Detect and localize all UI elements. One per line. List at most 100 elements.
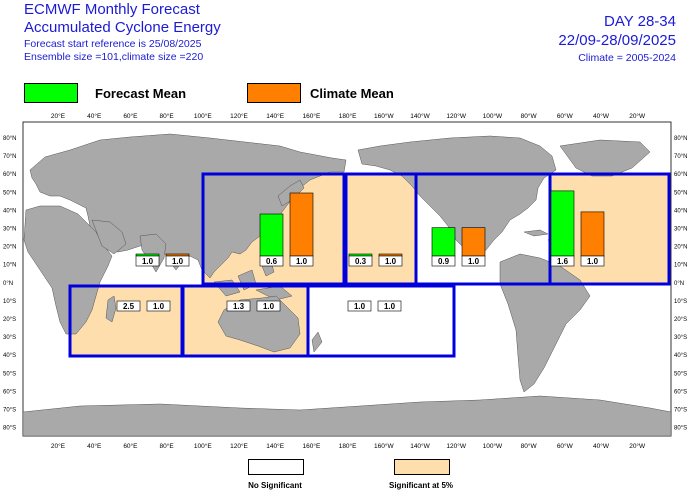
lon-tick-label: 120°E xyxy=(230,112,248,120)
lat-tick-label: 50°S xyxy=(674,371,687,377)
lon-tick-label: 20°E xyxy=(51,442,66,450)
lon-tick-label: 120°W xyxy=(446,112,466,120)
latitude-labels-right: 80°N 70°N 60°N 50°N 40°N 30°N 20°N 10°N 0°N 10°S 2… xyxy=(674,136,687,432)
forecast-value-box-south-pacific xyxy=(347,300,372,312)
lat-tick-label: 10°S xyxy=(674,299,687,305)
climate-value-box-western-north-pacific xyxy=(289,255,314,267)
climate-value-box-north-indian xyxy=(165,255,190,267)
forecast-value-box-eastern-north-pacific xyxy=(431,255,456,267)
lat-tick-label: 0°N xyxy=(3,281,13,287)
forecast-value-label-south-west-indian: 2.5 xyxy=(123,302,135,311)
climate-value-box-north-atlantic xyxy=(580,255,605,267)
lon-tick-label: 40°E xyxy=(87,112,102,120)
lon-tick-label: 140°W xyxy=(410,112,430,120)
significant-swatch xyxy=(394,459,450,475)
lon-tick-label: 120°E xyxy=(230,442,248,450)
lon-tick-label: 160°E xyxy=(303,112,321,120)
lon-tick-label: 60°E xyxy=(123,442,138,450)
lat-tick-label: 20°N xyxy=(3,245,16,251)
lon-tick-label: 80°W xyxy=(521,442,538,450)
lon-tick-label: 80°E xyxy=(160,442,175,450)
forecast-bar-eastern-north-pacific xyxy=(431,227,456,257)
climate-bar-north-indian xyxy=(165,253,190,257)
region-border-north-atlantic xyxy=(548,172,671,286)
lat-tick-label: 60°N xyxy=(674,172,687,178)
climate-value-label-western-north-pacific: 1.0 xyxy=(296,257,308,266)
lon-tick-label: 80°E xyxy=(160,112,175,120)
lat-tick-label: 60°S xyxy=(674,389,687,395)
bar-layer: 1.0 1.0 0.6 1.0 0.3 1.0 0.9 1.0 1.6 1.0 2.5 1.0 1.3 1… xyxy=(116,190,605,312)
forecast-bar-central-north-pacific xyxy=(348,253,373,257)
lat-tick-label: 70°S xyxy=(674,408,687,414)
lon-tick-label: 140°W xyxy=(410,442,430,450)
title-line-1: ECMWF Monthly Forecast xyxy=(24,1,200,18)
lat-tick-label: 60°S xyxy=(3,389,16,395)
climate-value-label-australian: 1.0 xyxy=(263,302,275,311)
climate-value-box-south-pacific xyxy=(377,300,402,312)
lat-tick-label: 0°N xyxy=(674,281,684,287)
region-borders xyxy=(68,172,671,358)
lon-tick-label: 100°W xyxy=(483,442,503,450)
lon-tick-label: 160°W xyxy=(374,112,394,120)
lat-tick-label: 70°N xyxy=(3,154,16,160)
lat-tick-label: 40°N xyxy=(674,208,687,214)
forecast-value-box-south-west-indian xyxy=(116,300,141,312)
lat-tick-label: 80°S xyxy=(674,426,687,432)
madagascar-island xyxy=(105,295,117,323)
climate-value-label-north-indian: 1.0 xyxy=(172,257,184,266)
forecast-bar-western-north-pacific xyxy=(259,213,284,257)
climate-value-label-eastern-north-pacific: 1.0 xyxy=(468,257,480,266)
lon-tick-label: 80°W xyxy=(521,112,538,120)
no-significant-swatch xyxy=(248,459,304,475)
india-landmass xyxy=(139,233,167,273)
climate-bar-western-north-pacific xyxy=(289,192,314,257)
lon-tick-label: 60°W xyxy=(557,112,574,120)
lon-tick-label: 140°E xyxy=(266,442,284,450)
lon-tick-label: 60°W xyxy=(557,442,574,450)
lat-tick-label: 50°S xyxy=(3,371,16,377)
lat-tick-label: 10°N xyxy=(3,263,16,269)
climate-mean-legend-label: Climate Mean xyxy=(310,86,394,101)
new-zealand-islands xyxy=(311,331,323,353)
lat-tick-label: 80°N xyxy=(674,136,687,142)
forecast-value-label-australian: 1.3 xyxy=(233,302,245,311)
forecast-value-label-eastern-north-pacific: 0.9 xyxy=(438,257,450,266)
climate-value-label-north-atlantic: 1.0 xyxy=(587,257,599,266)
lon-tick-label: 100°E xyxy=(194,442,212,450)
lon-tick-label: 20°W xyxy=(629,442,646,450)
lat-tick-label: 40°S xyxy=(674,353,687,359)
forecast-value-box-australian xyxy=(226,300,251,312)
lat-tick-label: 50°N xyxy=(3,190,16,196)
no-significant-label: No Significant xyxy=(248,481,302,490)
antarctica-landmass xyxy=(23,395,671,436)
lon-tick-label: 40°W xyxy=(593,442,610,450)
greenland-island xyxy=(559,139,651,177)
forecast-value-label-south-pacific: 1.0 xyxy=(354,302,366,311)
lon-tick-label: 20°W xyxy=(629,112,646,120)
climate-period: Climate = 2005-2024 xyxy=(578,52,676,64)
forecast-value-label-north-atlantic: 1.6 xyxy=(557,257,569,266)
day-range: DAY 28-34 xyxy=(604,13,676,30)
climate-mean-swatch xyxy=(247,83,301,103)
lat-tick-label: 50°N xyxy=(674,190,687,196)
north-america-landmass xyxy=(357,135,557,257)
lon-tick-label: 100°W xyxy=(483,112,503,120)
lat-tick-label: 40°S xyxy=(3,353,16,359)
climate-bar-eastern-north-pacific xyxy=(461,227,486,257)
lat-tick-label: 20°S xyxy=(3,317,16,323)
lat-tick-label: 10°N xyxy=(674,263,687,269)
lat-tick-label: 20°S xyxy=(674,317,687,323)
lon-tick-label: 40°W xyxy=(593,112,610,120)
forecast-bar-north-indian xyxy=(135,253,160,257)
lon-tick-label: 180°E xyxy=(339,112,357,120)
africa-landmass xyxy=(23,205,113,335)
lat-tick-label: 60°N xyxy=(3,172,16,178)
lon-tick-label: 140°E xyxy=(266,112,284,120)
region-fill-central-north-pacific xyxy=(346,174,416,284)
climate-value-label-central-north-pacific: 1.0 xyxy=(385,257,397,266)
forecast-value-label-western-north-pacific: 0.6 xyxy=(266,257,278,266)
forecast-value-label-central-north-pacific: 0.3 xyxy=(355,257,367,266)
lat-tick-label: 30°N xyxy=(3,227,16,233)
lon-tick-label: 40°E xyxy=(87,442,102,450)
ensemble-size-text: Ensemble size =101,climate size =220 xyxy=(24,51,204,63)
